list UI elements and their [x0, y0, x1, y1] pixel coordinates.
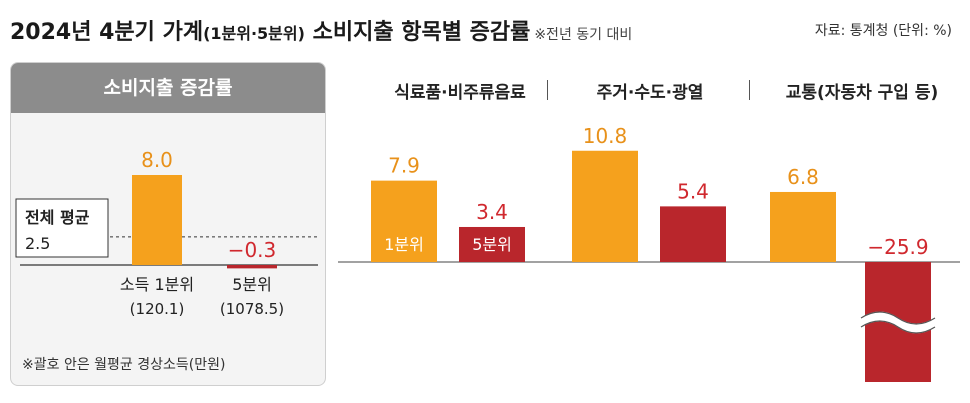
category-note: (1078.5): [220, 300, 284, 318]
bar-q1: [572, 150, 638, 262]
category-header-transport: 교통(자동차 구입 등): [785, 83, 939, 103]
value-label: 10.8: [583, 124, 628, 148]
source-note: 자료: 통계청 (단위: %): [814, 23, 952, 39]
left-panel-header: 소비지출 증감률: [11, 63, 325, 113]
value-label: 3.4: [476, 200, 508, 224]
bar-q5: [660, 206, 726, 262]
value-label: 8.0: [141, 148, 173, 172]
title-note: ※전년 동기 대비: [534, 27, 633, 43]
bar-q1: [770, 191, 836, 262]
category-header-housing: 주거·수도·광열: [596, 83, 704, 103]
title-paren: (1분위·5분위): [203, 24, 305, 43]
category-header-food: 식료품·비주류음료: [394, 83, 526, 103]
bar-q1: [132, 175, 182, 265]
average-label: 전체 평균: [25, 208, 90, 227]
value-label: 5.4: [677, 179, 709, 203]
axis-break-line: [860, 320, 936, 334]
category-note: (120.1): [130, 300, 185, 318]
category-label: 소득 1분위: [120, 275, 194, 294]
category-label: 5분위: [232, 275, 272, 294]
series-label: 1분위: [384, 235, 424, 254]
value-label: 6.8: [787, 165, 819, 189]
axis-break-line: [860, 311, 936, 325]
value-label: −0.3: [228, 238, 277, 262]
bar-q5: [459, 226, 525, 262]
category-separator: [749, 80, 750, 100]
series-label: 5분위: [472, 235, 512, 254]
average-label-box: [15, 198, 109, 258]
category-separator: [547, 80, 548, 100]
bar-q5: [227, 265, 277, 269]
title-rest: 소비지출 항목별 증감률: [312, 20, 531, 45]
bar-q1: [371, 180, 437, 262]
value-label: −25.9: [867, 235, 928, 259]
value-label: 7.9: [388, 154, 420, 178]
average-value-label: 2.5: [25, 234, 50, 253]
title-main: 2024년 4분기 가계: [10, 20, 204, 45]
footnote: ※괄호 안은 월평균 경상소득(만원): [22, 357, 226, 373]
chart-title: 2024년 4분기 가계(1분위·5분위) 소비지출 항목별 증감률 ※전년 동기…: [10, 14, 632, 46]
